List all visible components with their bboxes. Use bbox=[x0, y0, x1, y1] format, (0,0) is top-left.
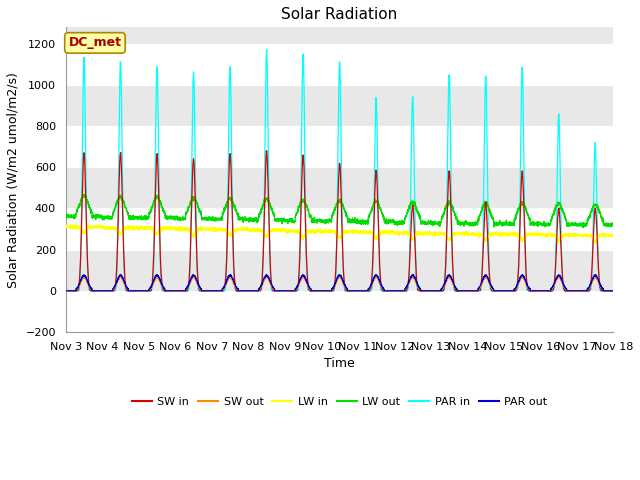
Legend: SW in, SW out, LW in, LW out, PAR in, PAR out: SW in, SW out, LW in, LW out, PAR in, PA… bbox=[127, 393, 552, 412]
Text: DC_met: DC_met bbox=[68, 36, 122, 49]
Bar bbox=[66, 291, 613, 332]
Bar bbox=[66, 44, 613, 85]
Bar bbox=[66, 126, 613, 167]
Title: Solar Radiation: Solar Radiation bbox=[282, 7, 397, 22]
Bar bbox=[66, 208, 613, 250]
X-axis label: Time: Time bbox=[324, 357, 355, 370]
Y-axis label: Solar Radiation (W/m2 umol/m2/s): Solar Radiation (W/m2 umol/m2/s) bbox=[7, 72, 20, 288]
